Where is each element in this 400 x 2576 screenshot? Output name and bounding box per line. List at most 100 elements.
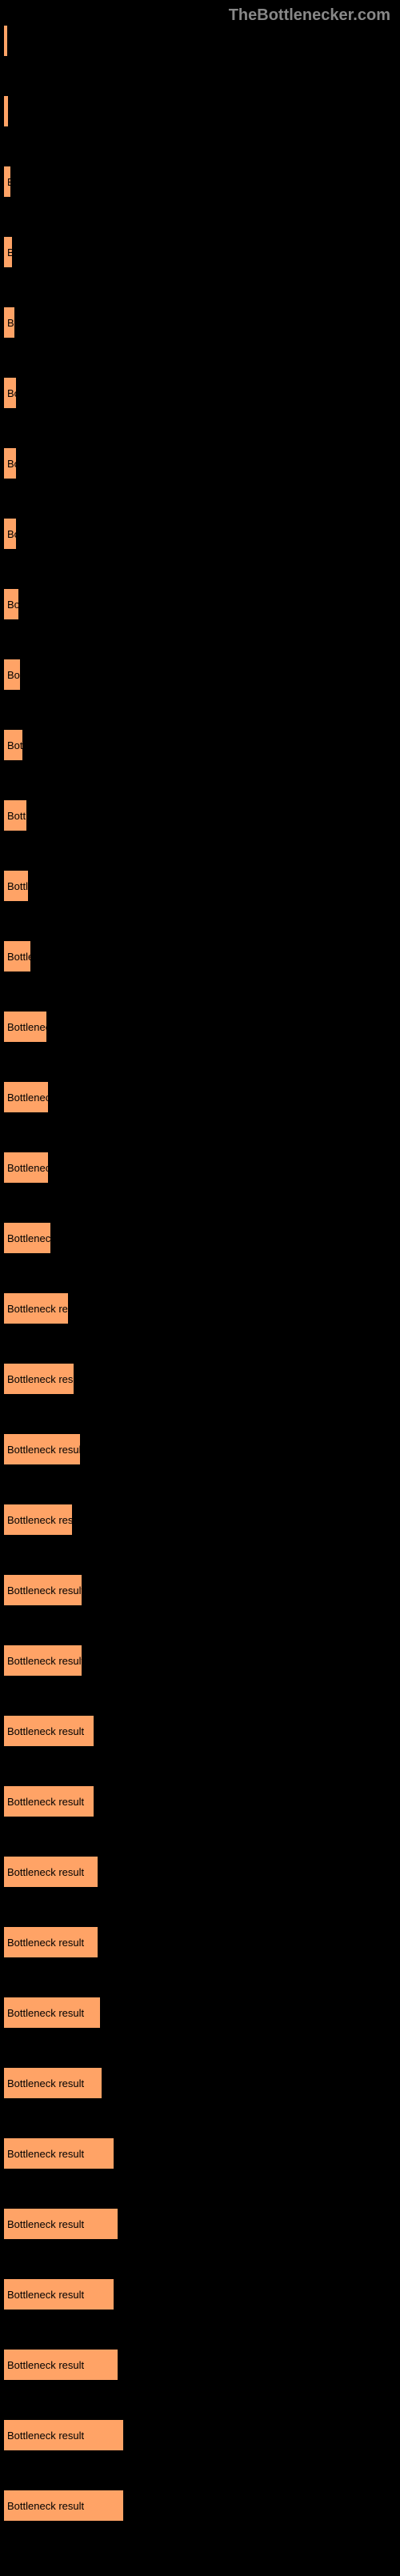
bar-label: Bottleneck result (7, 951, 31, 963)
bar: Bottleneck result (3, 870, 29, 902)
bar-label: Bottleneck result (7, 599, 19, 611)
bar: Bottleneck result (3, 2278, 114, 2310)
bar: Bottleneck result (3, 1715, 94, 1747)
bar-label: Bottleneck result (7, 669, 21, 681)
bar-label: Bottleneck result (7, 739, 23, 751)
bar-row: Bottleneck result (3, 447, 400, 479)
bar: Bottleneck result (3, 659, 21, 691)
bar: Bottleneck result (3, 1011, 47, 1043)
bar-row: Bottleneck result (3, 2278, 400, 2310)
bar: Bottleneck result (3, 588, 19, 620)
bar: Bottleneck result (3, 306, 15, 339)
bar: Bottleneck result (3, 1997, 101, 2029)
bar-row: Bottleneck result (3, 1856, 400, 1888)
bar-row: Bottleneck result (3, 518, 400, 550)
bar: Bottleneck result (3, 2349, 118, 2381)
bar-row: Bottleneck result (3, 1715, 400, 1747)
bar-label: Bottleneck result (7, 1444, 81, 1456)
bar: Bottleneck result (3, 1856, 98, 1888)
bar-row: Bottleneck result (3, 166, 400, 198)
bar: Bottleneck result (3, 2137, 114, 2169)
bar: Bottleneck result (3, 2419, 124, 2451)
bar: Bottleneck result (3, 2208, 118, 2240)
bar-label: Bottleneck result (7, 1303, 69, 1315)
bar-label: Bottleneck result (7, 880, 29, 892)
bar-row: Bottleneck result (3, 940, 400, 972)
bar-label: Bottleneck result (7, 1373, 74, 1385)
bar-row: Bottleneck result (3, 1574, 400, 1606)
bar-label: Bottleneck result (7, 2430, 84, 2442)
bar-label: Bottleneck result (7, 1514, 73, 1526)
bar-label: Bottleneck result (7, 1584, 82, 1596)
bar-label: Bottleneck result (7, 106, 9, 118)
bar-label: Bottleneck result (7, 176, 11, 188)
bar-label: Bottleneck result (7, 2359, 84, 2371)
watermark-text: TheBottlenecker.com (0, 0, 400, 25)
bar-label: Bottleneck result (7, 1796, 84, 1808)
bar: Bottleneck result (3, 940, 31, 972)
bar: Bottleneck result (3, 166, 11, 198)
bar: Bottleneck result (3, 1363, 74, 1395)
bar-label: Bottleneck result (7, 246, 13, 258)
bar: Bottleneck result (3, 1433, 81, 1465)
bar-row: Bottleneck result (3, 2419, 400, 2451)
bar-row: Bottleneck result (3, 2490, 400, 2522)
bar-label: Bottleneck result (7, 1655, 82, 1667)
bar-label: Bottleneck result (7, 2148, 84, 2160)
bar: Bottleneck result (3, 2490, 124, 2522)
bar-row: Bottleneck result (3, 2067, 400, 2099)
bar-row: Bottleneck result (3, 588, 400, 620)
bar-label: Bottleneck result (7, 810, 27, 822)
bar-row: Bottleneck result (3, 1152, 400, 1184)
bar: Bottleneck result (3, 95, 9, 127)
bar-row: Bottleneck result (3, 2208, 400, 2240)
bar: Bottleneck result (3, 1504, 73, 1536)
bar: Bottleneck result (3, 1926, 98, 1958)
bar-row: Bottleneck result (3, 306, 400, 339)
bar: Bottleneck result (3, 377, 17, 409)
bar-row: Bottleneck result (3, 799, 400, 831)
bar: Bottleneck result (3, 799, 27, 831)
bar-row: Bottleneck result (3, 1997, 400, 2029)
bar: Bottleneck result (3, 447, 17, 479)
bar-row: Bottleneck result (3, 1363, 400, 1395)
bar: Bottleneck result (3, 518, 17, 550)
bar-label: Bottleneck result (7, 1937, 84, 1949)
bar-row: Bottleneck result (3, 1433, 400, 1465)
bar-row: Bottleneck result (3, 1926, 400, 1958)
bar-row: Bottleneck result (3, 2137, 400, 2169)
bar: Bottleneck result (3, 236, 13, 268)
bar-label: Bottleneck result (7, 2218, 84, 2230)
bar-row: Bottleneck result (3, 2349, 400, 2381)
bar-label: Bottleneck result (7, 1232, 51, 1244)
bar-row: Bottleneck result (3, 1081, 400, 1113)
bar-row: Bottleneck result (3, 729, 400, 761)
bar: Bottleneck result (3, 1645, 82, 1677)
bar: Bottleneck result (3, 1574, 82, 1606)
bar-row: Bottleneck result (3, 1222, 400, 1254)
bar-row: Bottleneck result (3, 870, 400, 902)
bar-row: Bottleneck result (3, 1011, 400, 1043)
bar-label: Bottleneck result (7, 2077, 84, 2089)
bar-label: Bottleneck result (7, 387, 17, 399)
bar-row: Bottleneck result (3, 1292, 400, 1324)
bar: Bottleneck result (3, 1152, 49, 1184)
bar: Bottleneck result (3, 729, 23, 761)
bar-label: Bottleneck result (7, 2289, 84, 2301)
bar-row: Bottleneck result (3, 236, 400, 268)
bar-row: Bottleneck result (3, 659, 400, 691)
bar-row: Bottleneck result (3, 1785, 400, 1817)
bar-label: Bottleneck result (7, 1725, 84, 1737)
bar-row: Bottleneck result (3, 25, 400, 57)
bar-row: Bottleneck result (3, 1645, 400, 1677)
bar-label: Bottleneck result (7, 458, 17, 470)
bar-row: Bottleneck result (3, 1504, 400, 1536)
bar-label: Bottleneck result (7, 2007, 84, 2019)
bar-label: Bottleneck result (7, 528, 17, 540)
bar: Bottleneck result (3, 1081, 49, 1113)
bar-label: Bottleneck result (7, 1866, 84, 1878)
bar-chart: Bottleneck result Bottleneck result Bottle… (0, 25, 400, 2576)
bar-row: Bottleneck result (3, 95, 400, 127)
bar: Bottleneck result (3, 25, 8, 57)
bar: Bottleneck result (3, 1292, 69, 1324)
